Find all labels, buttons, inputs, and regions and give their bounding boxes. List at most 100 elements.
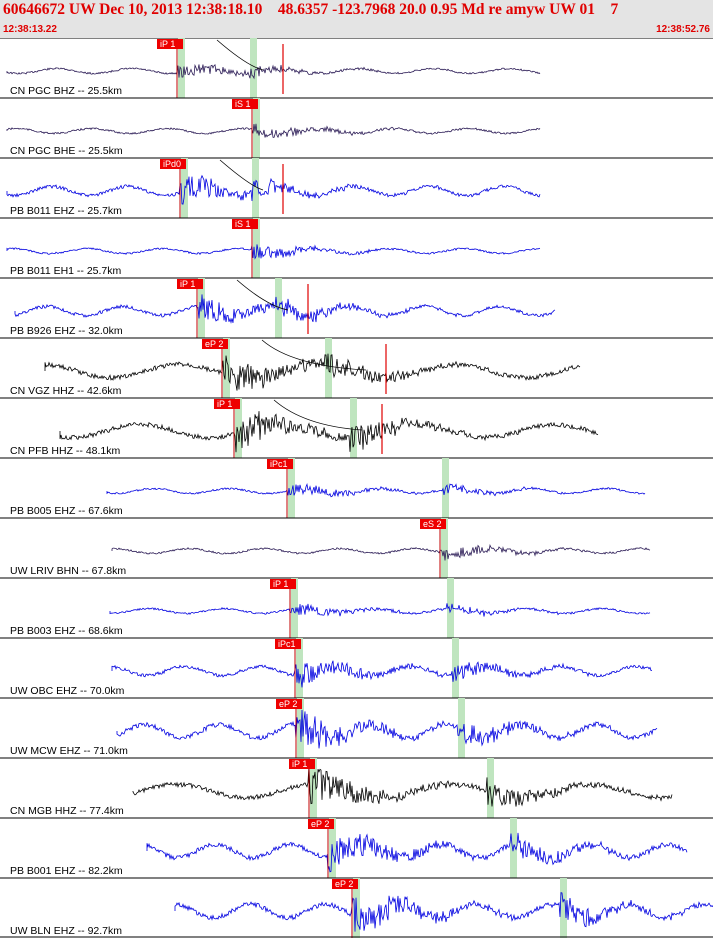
pick-flag[interactable]: iP 1 [214, 399, 240, 409]
trace-label: UW OBC EHZ -- 70.0km [10, 685, 125, 697]
trace-row[interactable]: iS 1 CN PGC BHE -- 25.5km [0, 97, 713, 158]
trace-label: PB B001 EHZ -- 82.2km [10, 865, 123, 877]
waveform [14, 294, 556, 324]
pick-flag[interactable]: eP 2 [276, 699, 302, 709]
waveform [44, 353, 581, 391]
trace-label: CN MGB HHZ -- 77.4km [10, 805, 124, 817]
trace-label: CN PGC BHE -- 25.5km [10, 145, 123, 157]
pick-flag[interactable]: iPc1 [275, 639, 301, 649]
trace-row[interactable]: iP 1 PB B926 EHZ -- 32.0km [0, 277, 713, 338]
pick-flag-label: iS 1 [235, 99, 251, 109]
theoretical-s-band [447, 578, 454, 638]
trace-label: PB B011 EH1 -- 25.7km [10, 265, 122, 277]
seismogram-panel[interactable]: iP 1 CN PGC BHZ -- 25.5km iS 1 CN PGC BHE -… [0, 38, 713, 938]
pick-flag[interactable]: iP 1 [289, 759, 315, 769]
trace-label: UW MCW EHZ -- 71.0km [10, 745, 128, 757]
pick-flag-label: iP 1 [292, 759, 307, 769]
trace-label: CN PGC BHZ -- 25.5km [10, 85, 122, 97]
pick-flag[interactable]: iPc1 [267, 459, 293, 469]
trace-label: UW LRIV BHN -- 67.8km [10, 565, 126, 577]
event-title: 60646672 UW Dec 10, 2013 12:38:18.10 48.… [3, 1, 619, 18]
trace-row[interactable]: eS 2 UW LRIV BHN -- 67.8km [0, 517, 713, 578]
pick-flag[interactable]: iPd0 [160, 159, 186, 169]
pick-flag-label: iPc1 [270, 459, 288, 469]
waveform [59, 411, 599, 453]
trace-row[interactable]: iPd0 PB B011 EHZ -- 25.7km [0, 157, 713, 218]
waveform [146, 832, 688, 873]
theoretical-s-band [560, 878, 567, 938]
coda-curve [219, 159, 264, 191]
waveform [6, 63, 541, 80]
pick-flag[interactable]: eS 2 [420, 519, 446, 529]
coda-curve [216, 39, 264, 71]
pick-flag[interactable]: iP 1 [157, 39, 183, 49]
pick-flag-label: iP 1 [217, 399, 232, 409]
waveform [111, 660, 653, 688]
waveform [111, 544, 651, 561]
waveform [116, 709, 658, 749]
pick-flag-label: iS 1 [235, 219, 251, 229]
pick-flag[interactable]: iP 1 [270, 579, 296, 589]
theoretical-p-band [310, 758, 317, 818]
theoretical-p-band [291, 578, 298, 638]
trace-row[interactable]: iP 1 CN PGC BHZ -- 25.5km [0, 38, 713, 98]
pick-flag[interactable]: iS 1 [232, 219, 258, 229]
trace-row[interactable]: eP 2 PB B001 EHZ -- 82.2km [0, 817, 713, 878]
trace-row[interactable]: iPc1 PB B005 EHZ -- 67.6km [0, 457, 713, 518]
trace-label: PB B005 EHZ -- 67.6km [10, 505, 123, 517]
theoretical-p-band [235, 398, 242, 458]
theoretical-s-band [250, 38, 257, 98]
theoretical-s-band [252, 158, 259, 218]
pick-flag-label: eP 2 [335, 879, 353, 889]
theoretical-p-band [288, 458, 295, 518]
trace-label: PB B003 EHZ -- 68.6km [10, 625, 123, 637]
waveform [174, 892, 713, 932]
time-start: 12:38:13.22 [3, 24, 57, 35]
theoretical-s-band [452, 638, 459, 698]
coda-curve [236, 279, 289, 311]
pick-flag[interactable]: eP 2 [332, 879, 358, 889]
theoretical-p-band [178, 38, 185, 98]
coda-curve [273, 399, 363, 431]
waveform [6, 244, 541, 260]
coda-curve [261, 339, 367, 371]
pick-flag-label: eP 2 [311, 819, 329, 829]
waveform [6, 174, 541, 205]
pick-flag-label: iPc1 [278, 639, 296, 649]
trace-row[interactable]: eP 2 UW MCW EHZ -- 71.0km [0, 697, 713, 758]
trace-row[interactable]: iS 1 PB B011 EH1 -- 25.7km [0, 217, 713, 278]
waveform [132, 763, 673, 807]
pick-flag-label: iP 1 [180, 279, 195, 289]
theoretical-p-band [223, 338, 230, 398]
waveform [6, 123, 541, 139]
trace-row[interactable]: eP 2 UW BLN EHZ -- 92.7km [0, 877, 713, 938]
pick-flag[interactable]: eP 2 [202, 339, 228, 349]
pick-flag-label: iPd0 [163, 159, 181, 169]
time-end: 12:38:52.76 [656, 24, 710, 35]
theoretical-p-band [441, 518, 448, 578]
pick-flag-label: iP 1 [160, 39, 175, 49]
pick-flag-label: eP 2 [279, 699, 297, 709]
pick-flag-label: eS 2 [423, 519, 442, 529]
pick-flag-label: eP 2 [205, 339, 223, 349]
trace-row[interactable]: iP 1 CN PFB HHZ -- 48.1km [0, 397, 713, 458]
trace-label: PB B011 EHZ -- 25.7km [10, 205, 122, 217]
pick-flag[interactable]: iS 1 [232, 99, 258, 109]
pick-flag-label: iP 1 [273, 579, 288, 589]
trace-label: CN PFB HHZ -- 48.1km [10, 445, 121, 457]
trace-label: CN VGZ HHZ -- 42.6km [10, 385, 122, 397]
waveform [106, 483, 646, 498]
trace-row[interactable]: iP 1 CN MGB HHZ -- 77.4km [0, 757, 713, 818]
trace-label: UW BLN EHZ -- 92.7km [10, 925, 122, 937]
trace-row[interactable]: eP 2 CN VGZ HHZ -- 42.6km [0, 337, 713, 398]
pick-flag[interactable]: iP 1 [177, 279, 203, 289]
waveform [109, 603, 651, 617]
trace-row[interactable]: iPc1 UW OBC EHZ -- 70.0km [0, 637, 713, 698]
theoretical-s-band [458, 698, 465, 758]
trace-row[interactable]: iP 1 PB B003 EHZ -- 68.6km [0, 577, 713, 638]
header-bar: 60646672 UW Dec 10, 2013 12:38:18.10 48.… [0, 0, 713, 38]
pick-flag[interactable]: eP 2 [308, 819, 334, 829]
trace-label: PB B926 EHZ -- 32.0km [10, 325, 123, 337]
theoretical-p-band [296, 638, 303, 698]
theoretical-s-band [350, 398, 357, 458]
